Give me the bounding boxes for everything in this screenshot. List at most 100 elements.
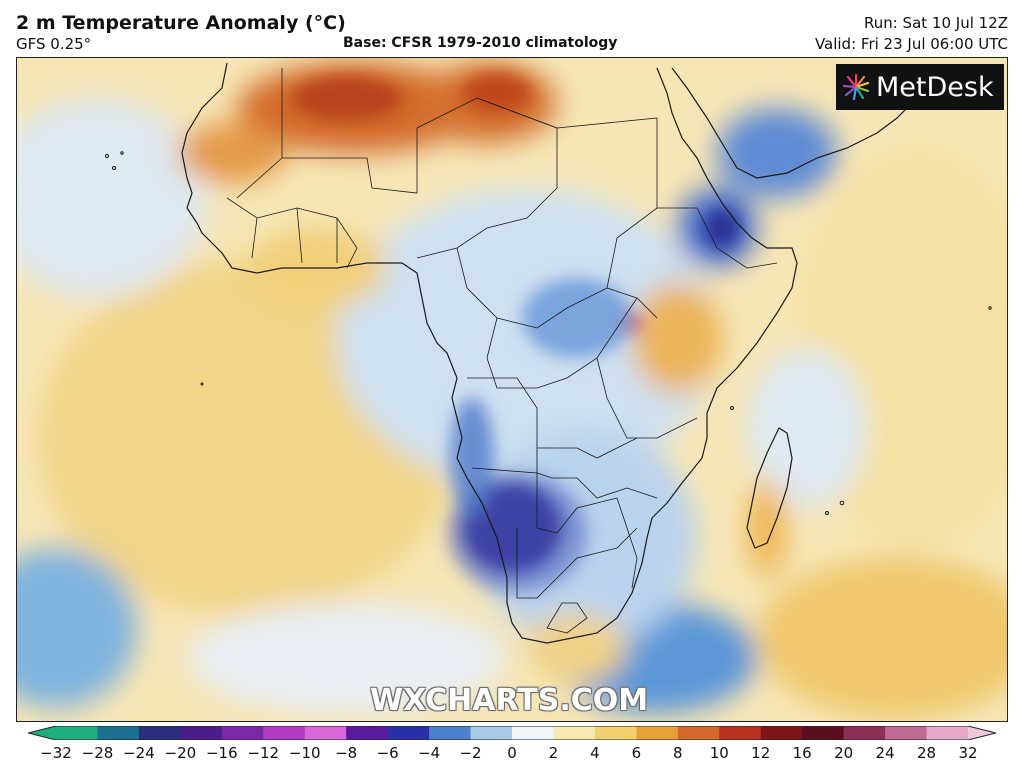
core-congo-cold — [522, 278, 632, 358]
coastlines — [181, 62, 918, 644]
colorbar-segment — [926, 726, 969, 740]
colorbar-segment — [138, 726, 181, 740]
colorbar-tick-label: 28 — [916, 744, 937, 762]
colorbar-segment — [719, 726, 762, 740]
colorbar-tick-label: −8 — [335, 744, 358, 762]
colorbar-tick-label: 32 — [958, 744, 978, 762]
colorbar-tick-label: −32 — [40, 744, 72, 762]
colorbar-tick-label: 20 — [834, 744, 854, 762]
island-st-helena — [200, 382, 204, 386]
colorbar-segments — [56, 726, 969, 740]
colorbar-tick-label: −6 — [376, 744, 399, 762]
colorbar-segment — [553, 726, 596, 740]
colorbar-segment — [885, 726, 928, 740]
colorbar-tick-label: 8 — [673, 744, 683, 762]
blob-west-sahara-warm — [177, 123, 287, 183]
colorbar — [28, 726, 996, 740]
colorbar-tick-label: 6 — [631, 744, 642, 762]
colorbar-segment — [387, 726, 430, 740]
colorbar-tick-label: −20 — [164, 744, 197, 762]
colorbar-segment — [677, 726, 720, 740]
colorbar-segment — [802, 726, 845, 740]
border-11 — [471, 467, 618, 534]
border-16 — [251, 207, 338, 264]
colorbar-tick-label: −28 — [81, 744, 114, 762]
madagascar-coastline — [746, 427, 793, 549]
border-5 — [456, 247, 658, 329]
colorbar-segment — [760, 726, 803, 740]
colorbar-left-arrow — [28, 726, 56, 740]
island-comoros — [730, 406, 734, 410]
colorbar-tick-label: −24 — [123, 744, 155, 762]
island-seychelles — [988, 306, 992, 310]
colorbar-tick-label: −4 — [418, 744, 441, 762]
colorbar-tick-label: 4 — [590, 744, 600, 762]
map-frame — [16, 57, 1008, 722]
blob-south-atlantic-neutral — [187, 603, 507, 713]
colorbar-segment — [263, 726, 306, 740]
base-climatology-label: Base: CFSR 1979-2010 climatology — [343, 35, 618, 51]
border-8 — [596, 357, 698, 439]
colorbar-tick-label: 16 — [792, 744, 812, 762]
anomaly-blobs — [17, 63, 1007, 718]
core-angola-coast-cold — [450, 398, 494, 518]
colorbar-tick-label: 2 — [548, 744, 559, 762]
africa-coastline — [181, 62, 798, 644]
core-ethiopia-cold — [704, 208, 740, 248]
island-mauritius — [839, 500, 845, 506]
colorbar-tick-label: −16 — [205, 744, 238, 762]
border-14 — [616, 497, 638, 589]
temperature-anomaly-map — [17, 58, 1007, 721]
colorbar-segment — [512, 726, 554, 740]
blob-south-africa-warm — [527, 613, 627, 683]
colorbar-segment — [180, 726, 223, 740]
border-9 — [467, 377, 638, 459]
colorbar-segment — [346, 726, 389, 740]
border-6 — [606, 207, 778, 289]
core-egypt-hot — [462, 73, 532, 113]
logo-text: MetDesk — [876, 71, 994, 103]
colorbar-tick-label: 10 — [709, 744, 729, 762]
blob-africa-central — [337, 188, 717, 488]
colorbar-segment — [636, 726, 679, 740]
blob-east-africa-warm — [632, 283, 722, 393]
wxcharts-watermark: WXCHARTS.COM — [370, 683, 649, 718]
island-cape-verde-2 — [112, 166, 116, 170]
blob-north-atlantic-cool — [17, 98, 207, 298]
colorbar-tick-labels: −32 −28 −24 −20 −16 −12 −10 −8 −6 −4 −2 0 2 4 6 8 10 12 16… — [0, 744, 1024, 774]
island-reunion — [825, 511, 829, 515]
model-label: GFS 0.25° — [16, 35, 92, 53]
islands — [105, 151, 992, 515]
blob-arabia-cold — [717, 108, 837, 198]
blob-indian-cool — [747, 348, 867, 508]
blob-indian-south-warm — [757, 558, 1007, 718]
arabia-coastline — [671, 67, 918, 179]
metdesk-logo: MetDesk — [836, 64, 1004, 110]
border-4 — [556, 117, 658, 208]
border-12 — [516, 527, 638, 599]
colorbar-right-arrow — [968, 726, 996, 740]
colorbar-segment — [470, 726, 513, 740]
colorbar-segment — [97, 726, 140, 740]
island-cape-verde-1 — [105, 154, 109, 158]
colorbar-segment — [221, 726, 264, 740]
blob-sw-atlantic-cool — [17, 548, 137, 708]
island-canary-1 — [120, 151, 124, 155]
run-time-label: Run: Sat 10 Jul 12Z — [863, 14, 1008, 32]
colorbar-segment — [304, 726, 347, 740]
colorbar-segment — [56, 726, 98, 740]
colorbar-segment — [843, 726, 886, 740]
border-15 — [226, 197, 358, 269]
colorbar-tick-label: 12 — [751, 744, 771, 762]
border-13 — [546, 602, 588, 634]
colorbar-segment — [594, 726, 637, 740]
colorbar-segment — [429, 726, 472, 740]
colorbar-tick-label: −2 — [459, 744, 482, 762]
colorbar-tick-label: 24 — [875, 744, 895, 762]
chart-title: 2 m Temperature Anomaly (°C) — [16, 12, 346, 34]
colorbar-tick-label: −12 — [247, 744, 280, 762]
colorbar-tick-label: 0 — [507, 744, 517, 762]
core-sahara-hot — [292, 76, 402, 120]
colorbar-tick-label: −10 — [288, 744, 321, 762]
blob-madagascar-warm — [747, 478, 787, 578]
